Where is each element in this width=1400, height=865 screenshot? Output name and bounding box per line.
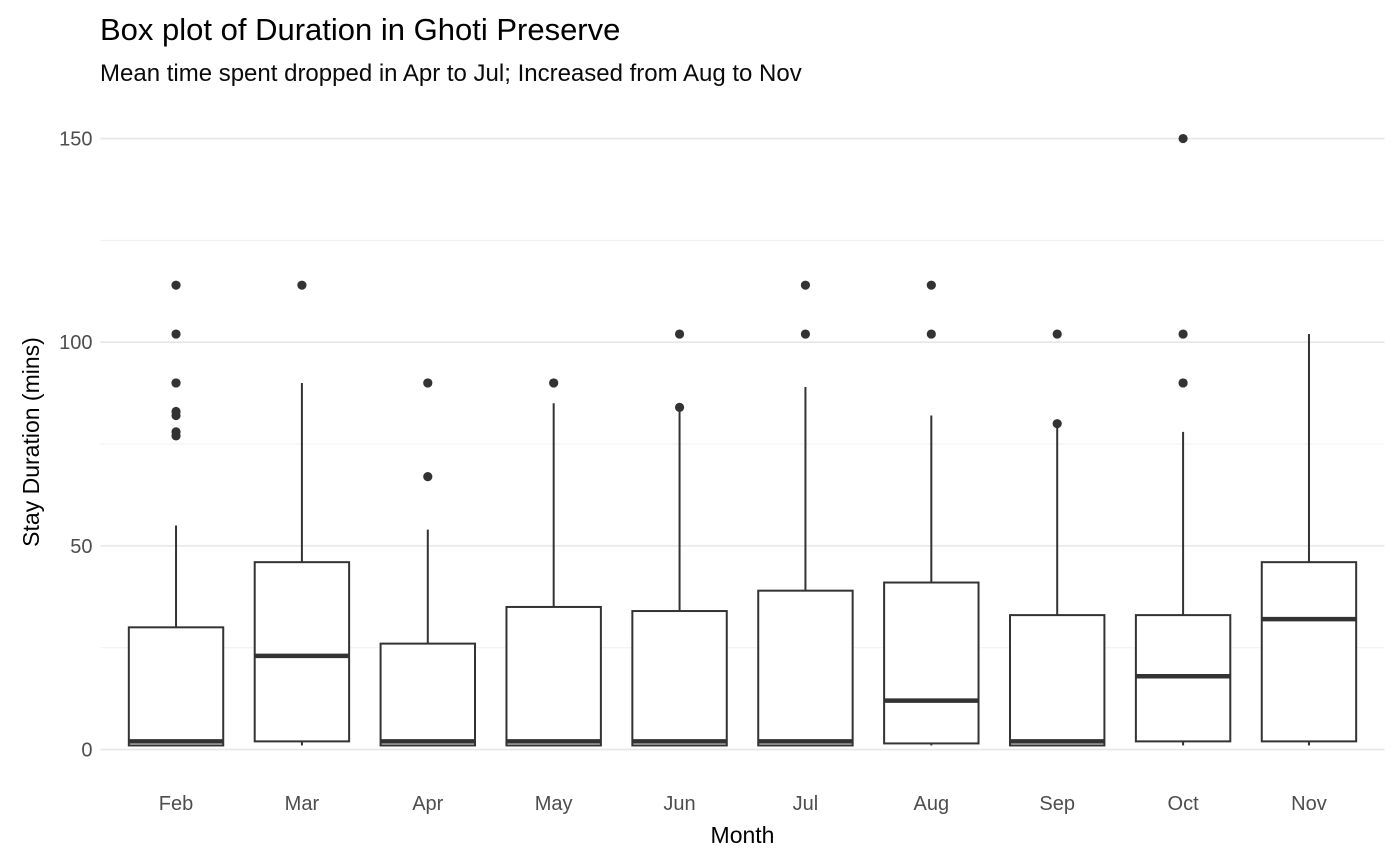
y-tick-label: 150	[59, 129, 92, 151]
box-aug	[883, 581, 980, 745]
outlier-feb-83	[171, 406, 181, 417]
x-tick-label: Apr	[412, 793, 443, 815]
x-tick-label: Nov	[1291, 793, 1327, 815]
outlier-oct-150	[1178, 133, 1188, 144]
chart-title: Box plot of Duration in Ghoti Preserve	[100, 12, 621, 47]
outlier-oct-90	[1178, 378, 1188, 388]
outlier-feb-90	[171, 378, 181, 388]
y-tick-label: 100	[59, 332, 92, 354]
x-tick-label: Jun	[663, 793, 695, 815]
box-jul	[757, 589, 854, 747]
x-tick-label: May	[535, 793, 573, 815]
outlier-apr-90	[423, 378, 433, 388]
x-tick-label: Oct	[1168, 793, 1200, 815]
x-tick-label: Aug	[914, 793, 950, 815]
outlier-aug-114	[926, 280, 936, 290]
outlier-feb-114	[171, 280, 181, 290]
box-nov	[1260, 561, 1358, 743]
box-mar	[253, 561, 351, 743]
outlier-jul-114	[800, 280, 811, 290]
outlier-jun-102	[674, 329, 685, 339]
y-tick-label: 0	[81, 740, 92, 762]
box-apr	[379, 642, 476, 747]
outlier-mar-114	[297, 280, 307, 290]
outlier-sep-80	[1052, 419, 1062, 429]
outlier-aug-102	[926, 329, 936, 339]
x-axis-title: Month	[710, 822, 775, 848]
x-tick-label: Mar	[285, 793, 320, 815]
box-feb	[127, 626, 225, 747]
chart-subtitle: Mean time spent dropped in Apr to Jul; I…	[100, 60, 802, 87]
box-jun	[631, 610, 728, 747]
outlier-may-90	[549, 378, 559, 388]
outlier-oct-102	[1178, 329, 1188, 339]
y-tick-label: 50	[70, 536, 92, 558]
outlier-jun-84	[674, 402, 685, 412]
x-tick-label: Sep	[1039, 793, 1075, 815]
x-tick-label: Jul	[793, 793, 819, 815]
outlier-feb-102	[171, 329, 181, 339]
outlier-sep-102	[1052, 329, 1062, 339]
outlier-apr-67	[423, 472, 433, 482]
x-tick-label: Feb	[159, 793, 193, 815]
outlier-feb-78	[171, 427, 181, 437]
outlier-jul-102	[800, 329, 811, 339]
box-sep	[1009, 614, 1106, 747]
box-may	[505, 605, 602, 747]
